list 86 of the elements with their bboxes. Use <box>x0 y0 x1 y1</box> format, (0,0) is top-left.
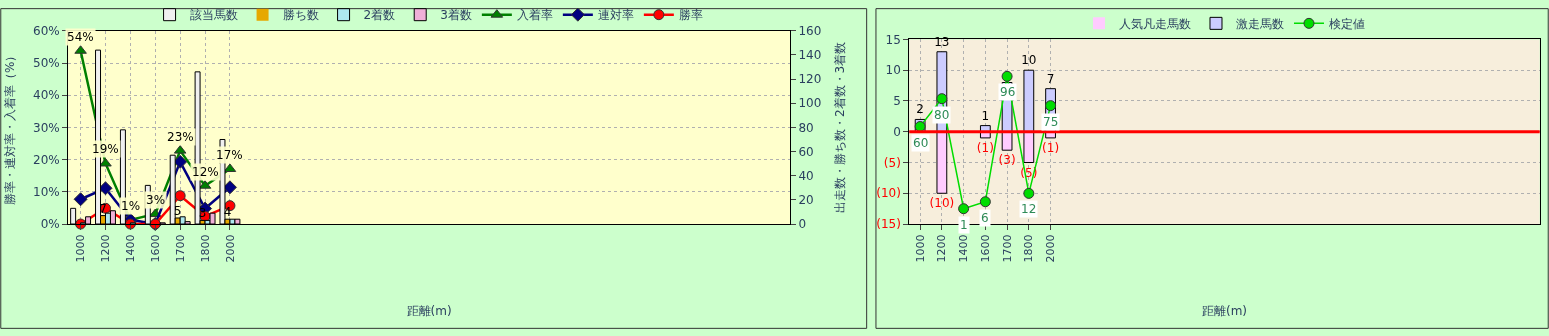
point <box>73 192 88 207</box>
legend-label: 激走馬数 <box>1235 17 1284 32</box>
legend-label: 該当馬数 <box>189 8 238 23</box>
y2-tick-label: 100 <box>798 96 822 111</box>
point <box>936 93 948 105</box>
x-tick-label: 1200 <box>935 234 949 263</box>
x-tick-label: 1800 <box>198 234 212 263</box>
x-axis-title: 距離(m) <box>1201 304 1248 319</box>
point <box>174 190 186 202</box>
point <box>1001 70 1013 82</box>
y-tick-label: (10) <box>876 186 901 201</box>
data-label: 60 <box>913 136 929 150</box>
data-label: (3) <box>998 153 1016 168</box>
y-tick-label: 20% <box>33 152 60 167</box>
bar <box>936 131 948 194</box>
data-label: 12 <box>1021 202 1037 216</box>
point <box>173 154 188 169</box>
legend-label: 検定値 <box>1328 17 1365 32</box>
data-label: 10 <box>1021 53 1037 68</box>
x-tick-label: 1000 <box>74 234 88 263</box>
data-label: 3% <box>146 193 166 207</box>
y-tick-label: 0% <box>40 217 60 232</box>
x-tick-label: 2000 <box>223 234 237 263</box>
y-tick-label: (5) <box>883 155 901 170</box>
data-label: 23% <box>167 130 194 144</box>
y-axis-title: 勝率・連対率・入着率（%） <box>3 49 18 206</box>
legend-label: 入着率 <box>516 8 553 23</box>
data-label: (1) <box>1042 140 1060 155</box>
y2-tick-label: 0 <box>798 217 807 232</box>
x-tick-label: 1400 <box>957 234 971 263</box>
legend-label: 3着数 <box>440 8 472 23</box>
data-label: 54% <box>67 30 94 44</box>
data-label: 12% <box>192 165 219 179</box>
y-tick-label: (15) <box>876 217 901 232</box>
legend-label: 人気凡走馬数 <box>1118 17 1191 32</box>
y-tick-label: 0 <box>893 124 901 139</box>
legend-label: 勝率 <box>678 8 703 23</box>
point <box>958 203 970 215</box>
data-label: 19% <box>92 142 119 156</box>
x-tick-label: 1600 <box>148 234 162 263</box>
data-label: 7 <box>1046 71 1055 86</box>
bar <box>1001 131 1013 151</box>
x-tick-label: 1700 <box>1000 234 1014 263</box>
point <box>979 196 991 208</box>
y2-axis-title: 出走数・勝ち数・2着数・3着数 <box>833 41 848 214</box>
point <box>1023 187 1035 199</box>
x-tick-label: 1000 <box>913 234 927 263</box>
data-label: (10) <box>929 196 955 211</box>
data-label: 6 <box>981 211 989 225</box>
y2-tick-label: 120 <box>798 72 822 87</box>
x-tick-label: 1800 <box>1022 234 1036 263</box>
x-tick-label: 1400 <box>123 234 137 263</box>
bar <box>1023 131 1035 164</box>
x-tick-label: 2000 <box>1044 234 1058 263</box>
data-label: 1 <box>960 218 968 232</box>
data-label: 1 <box>981 108 990 123</box>
data-label: 75 <box>1043 115 1059 129</box>
y-tick-label: 40% <box>33 88 60 103</box>
data-label: (1) <box>976 140 994 155</box>
data-label: 80 <box>934 108 950 122</box>
data-label: 17% <box>216 148 243 162</box>
y2-tick-label: 160 <box>798 23 822 38</box>
legend-label: 連対率 <box>597 8 634 23</box>
y2-tick-label: 140 <box>798 48 822 63</box>
data-label: 1% <box>121 199 141 213</box>
y-tick-label: 30% <box>33 120 60 135</box>
x-tick-label: 1700 <box>173 234 187 263</box>
y-tick-label: 50% <box>33 56 60 71</box>
point <box>1045 100 1057 112</box>
y2-tick-label: 20 <box>798 193 814 208</box>
y2-tick-label: 80 <box>798 120 814 135</box>
y-tick-label: 60% <box>33 23 60 38</box>
y-tick-label: 5 <box>893 94 901 109</box>
legend-label: 勝ち数 <box>282 8 319 23</box>
x-tick-label: 1200 <box>99 234 113 263</box>
y-tick-label: 15 <box>885 32 901 47</box>
y-tick-label: 10% <box>33 185 60 200</box>
y2-tick-label: 40 <box>798 168 814 183</box>
y2-tick-label: 60 <box>798 144 814 159</box>
x-tick-label: 1600 <box>978 234 992 263</box>
bar <box>1023 69 1035 133</box>
legend-label: 2着数 <box>363 8 396 23</box>
data-label: 2 <box>916 102 924 117</box>
y-tick-label: 10 <box>885 63 901 78</box>
x-axis-title: 距離(m) <box>406 304 452 319</box>
data-label: 96 <box>1000 85 1016 99</box>
